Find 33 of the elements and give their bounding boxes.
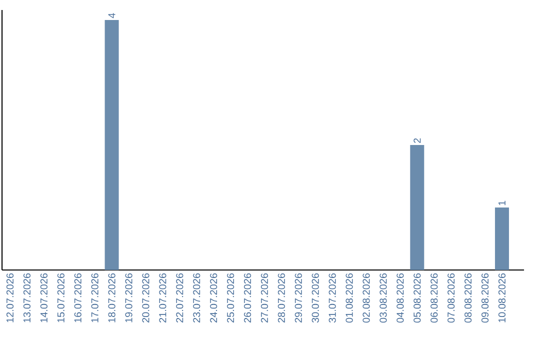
x-tick-label: 23.07.2026: [193, 273, 200, 322]
x-tick-label: 29.07.2026: [294, 273, 302, 322]
x-tick-label: 22.07.2026: [176, 273, 184, 322]
x-tick-label: 05.08.2026: [414, 273, 421, 323]
x-tick-label: 02.08.2026: [362, 273, 370, 323]
x-tick-label: 01.08.2026: [346, 273, 353, 323]
x-tick-label: 20.07.2026: [142, 273, 150, 322]
data-label: 2: [414, 138, 421, 143]
x-tick-label: 07.08.2026: [448, 273, 455, 323]
x-tick-label: 30.07.2026: [312, 273, 319, 323]
x-tick-label: 08.08.2026: [464, 273, 472, 323]
x-tick-label: 31.07.2026: [328, 273, 336, 323]
x-tick-label: 09.08.2026: [481, 273, 489, 323]
x-tick-label: 18.07.2026: [108, 273, 116, 322]
x-tick-label: 14.07.2026: [40, 273, 48, 322]
x-tick-label: 27.07.2026: [260, 273, 268, 322]
x-tick-label: 03.08.2026: [380, 273, 387, 323]
x-tick-label: 13.07.2026: [23, 273, 31, 322]
x-tick-label: 28.07.2026: [278, 273, 285, 322]
x-tick-label: 15.07.2026: [57, 273, 64, 322]
x-tick-label: 17.07.2026: [91, 273, 98, 322]
x-tick-label: 24.07.2026: [210, 273, 218, 322]
x-tick-label: 10.08.2026: [498, 273, 506, 322]
x-tick-label: 06.08.2026: [430, 273, 438, 323]
x-tick-label: 19.07.2026: [125, 273, 132, 322]
x-tick-label: 12.07.2026: [6, 273, 14, 322]
x-tick-label: 16.07.2026: [74, 273, 82, 322]
x-tick-label: 04.08.2026: [396, 273, 404, 323]
data-label: 1: [498, 200, 506, 206]
x-tick-label: 25.07.2026: [227, 273, 234, 322]
x-tick-label: 21.07.2026: [159, 273, 166, 322]
data-label: 4: [108, 13, 116, 18]
x-tick-label: 26.07.2026: [244, 273, 252, 322]
